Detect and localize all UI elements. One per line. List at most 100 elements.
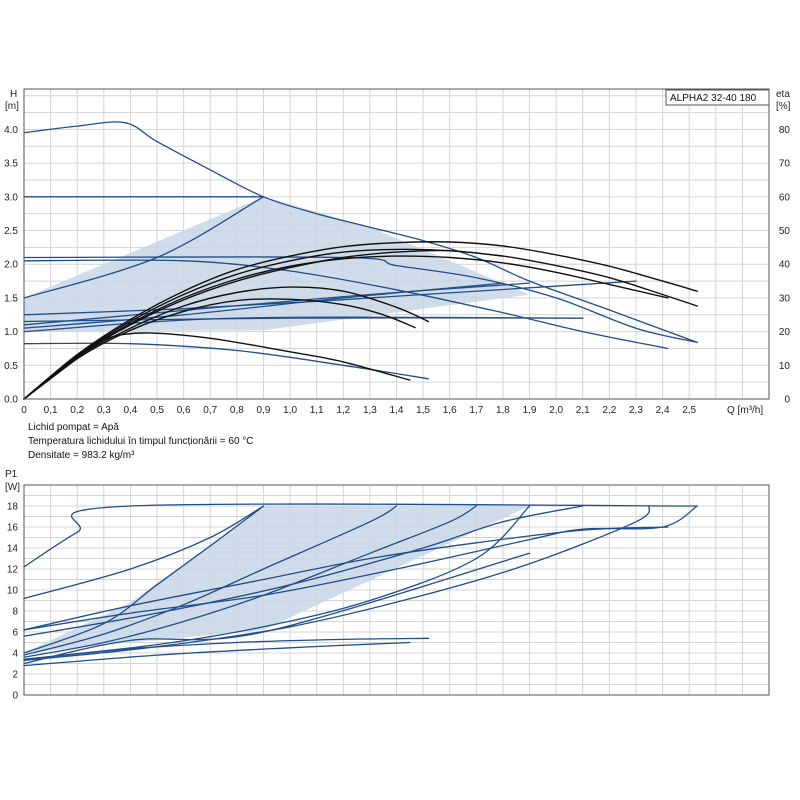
head-curve-black-16	[23, 255, 669, 400]
power-y-tick-label: 0	[12, 691, 18, 702]
power-curve-blue-2	[23, 505, 265, 600]
eta-axis-label-line1: eta	[776, 89, 790, 100]
head-curve-blue-11	[23, 317, 584, 323]
power-curve-blue-8	[23, 526, 669, 631]
head-y-tick-label: 0.0	[4, 395, 18, 406]
model-label: ALPHA2 32-40 180	[670, 93, 757, 104]
power-y-tick-label: 4	[12, 649, 18, 660]
flow-x-tick-label: 1,5	[416, 405, 430, 416]
eta-y-tick-label: 40	[779, 260, 791, 271]
power-y-tick-label: 10	[7, 586, 19, 597]
flow-x-tick-label: 1,7	[469, 405, 483, 416]
note-density: Densitate = 983.2 kg/m³	[28, 450, 135, 461]
power-y-tick-label: 2	[12, 670, 18, 681]
head-y-tick-label: 3.0	[4, 192, 18, 203]
eta-y-tick-label: 70	[779, 159, 791, 170]
flow-x-tick-label: 0,7	[203, 405, 217, 416]
flow-x-tick-label: 2,2	[602, 405, 616, 416]
head-chart-curves	[23, 121, 698, 400]
flow-x-tick-label: 1,8	[496, 405, 510, 416]
power-y-tick-label: 8	[12, 607, 18, 618]
head-curve-blue-10	[23, 282, 504, 329]
head-y-tick-label: 1.0	[4, 327, 18, 338]
head-chart-y-ticks: 0.0 0.5 1.0 1.5 2.0 2.5 3.0 3.5 4.0	[4, 125, 18, 406]
head-curve-black-18	[23, 332, 411, 400]
flow-x-tick-label: 2,3	[629, 405, 643, 416]
flow-x-tick-label: 2,0	[549, 405, 563, 416]
flow-x-tick-label: 0,2	[70, 405, 84, 416]
note-fluid: Lichid pompat = Apă	[28, 422, 119, 433]
flow-x-tick-label: 0,5	[150, 405, 164, 416]
power-curve-blue-9	[23, 505, 698, 631]
eta-y-tick-label: 80	[779, 125, 791, 136]
power-axis-label-line2: [W]	[5, 482, 20, 493]
eta-y-tick-label: 30	[779, 293, 791, 304]
head-y-tick-label: 4.0	[4, 125, 18, 136]
flow-x-tick-label: 1,9	[523, 405, 537, 416]
power-curve-blue-10	[23, 505, 584, 637]
power-y-tick-label: 16	[7, 523, 19, 534]
power-axis-label-line1: P1	[5, 469, 18, 480]
power-chart: 0 2 4 6 8 10 12 14 16 18 P1 [W]	[5, 469, 770, 702]
flow-x-tick-label: 1,1	[310, 405, 324, 416]
head-y-tick-label: 3.5	[4, 159, 18, 170]
fluid-notes: Lichid pompat = Apă Temperatura lichidul…	[28, 422, 254, 461]
flow-x-tick-label: 0,1	[44, 405, 58, 416]
head-y-tick-label: 2.5	[4, 226, 18, 237]
head-curve-blue-4	[23, 256, 698, 344]
power-y-tick-label: 12	[7, 565, 19, 576]
power-y-tick-label: 18	[7, 502, 19, 513]
head-curve-blue-5	[23, 259, 669, 350]
power-curve-blue-11	[23, 637, 430, 660]
power-curve-blue-4	[23, 505, 398, 656]
flow-x-tick-label: 1,3	[363, 405, 377, 416]
power-y-tick-label: 6	[12, 628, 18, 639]
power-shaded-operating-area	[24, 506, 530, 653]
flow-x-tick-label: 2,4	[656, 405, 670, 416]
power-curve-blue-3	[23, 505, 265, 654]
power-curve-blue-12	[23, 641, 411, 667]
power-curve-blue-1	[23, 503, 698, 568]
flow-x-tick-label: 0,3	[97, 405, 111, 416]
flow-x-tick-label: 0,4	[123, 405, 137, 416]
flow-x-tick-label: 0,8	[230, 405, 244, 416]
flow-x-tick-label: 0,9	[257, 405, 271, 416]
eta-y-tick-label: 0	[784, 395, 790, 406]
note-temperature: Temperatura lichidului în timpul funcțio…	[28, 436, 254, 447]
head-chart: 0 0,1 0,2 0,3 0,4 0,5 0,6 0,7 0,8 0,9 1,0 1,1 1,2 1,3…	[4, 88, 791, 416]
head-y-tick-label: 0.5	[4, 361, 18, 372]
flow-x-tick-label: 1,0	[283, 405, 297, 416]
power-curve-blue-6	[23, 505, 531, 660]
head-axis-label-line2: [m]	[5, 101, 19, 112]
power-y-tick-label: 14	[7, 544, 19, 555]
flow-axis-label: Q [m³/h]	[727, 405, 763, 416]
flow-x-tick-label: 2,1	[576, 405, 590, 416]
head-axis-label-line1: H	[10, 89, 17, 100]
power-chart-operating-area	[24, 506, 530, 653]
flow-x-tick-label: 1,6	[443, 405, 457, 416]
flow-x-tick-label: 1,2	[336, 405, 350, 416]
head-curve-black-14	[23, 248, 698, 400]
eta-axis-label-line2: [%]	[776, 101, 791, 112]
flow-x-tick-label: 2,5	[682, 405, 696, 416]
flow-x-tick-label: 0,6	[177, 405, 191, 416]
head-chart-y2-ticks: 0 10 20 30 40 50 60 70 80	[779, 125, 791, 406]
head-curve-blue-9	[23, 282, 531, 326]
power-chart-curves	[23, 503, 698, 667]
power-chart-frame	[23, 484, 770, 696]
eta-y-tick-label: 60	[779, 192, 791, 203]
flow-x-tick-label: 1,4	[390, 405, 404, 416]
eta-y-tick-label: 20	[779, 327, 791, 338]
eta-y-tick-label: 50	[779, 226, 791, 237]
power-curve-blue-13	[23, 552, 531, 665]
head-curve-black-15	[23, 241, 698, 400]
eta-y-tick-label: 10	[779, 361, 791, 372]
model-label-box	[665, 89, 770, 106]
head-curve-black-13	[23, 298, 416, 400]
head-y-tick-label: 2.0	[4, 260, 18, 271]
head-y-tick-label: 1.5	[4, 293, 18, 304]
head-chart-frame	[23, 88, 770, 400]
power-chart-y-ticks: 0 2 4 6 8 10 12 14 16 18	[7, 502, 19, 702]
head-chart-x-ticks: 0 0,1 0,2 0,3 0,4 0,5 0,6 0,7 0,8 0,9 1,0 1,1 1,2 1,3…	[21, 405, 696, 416]
